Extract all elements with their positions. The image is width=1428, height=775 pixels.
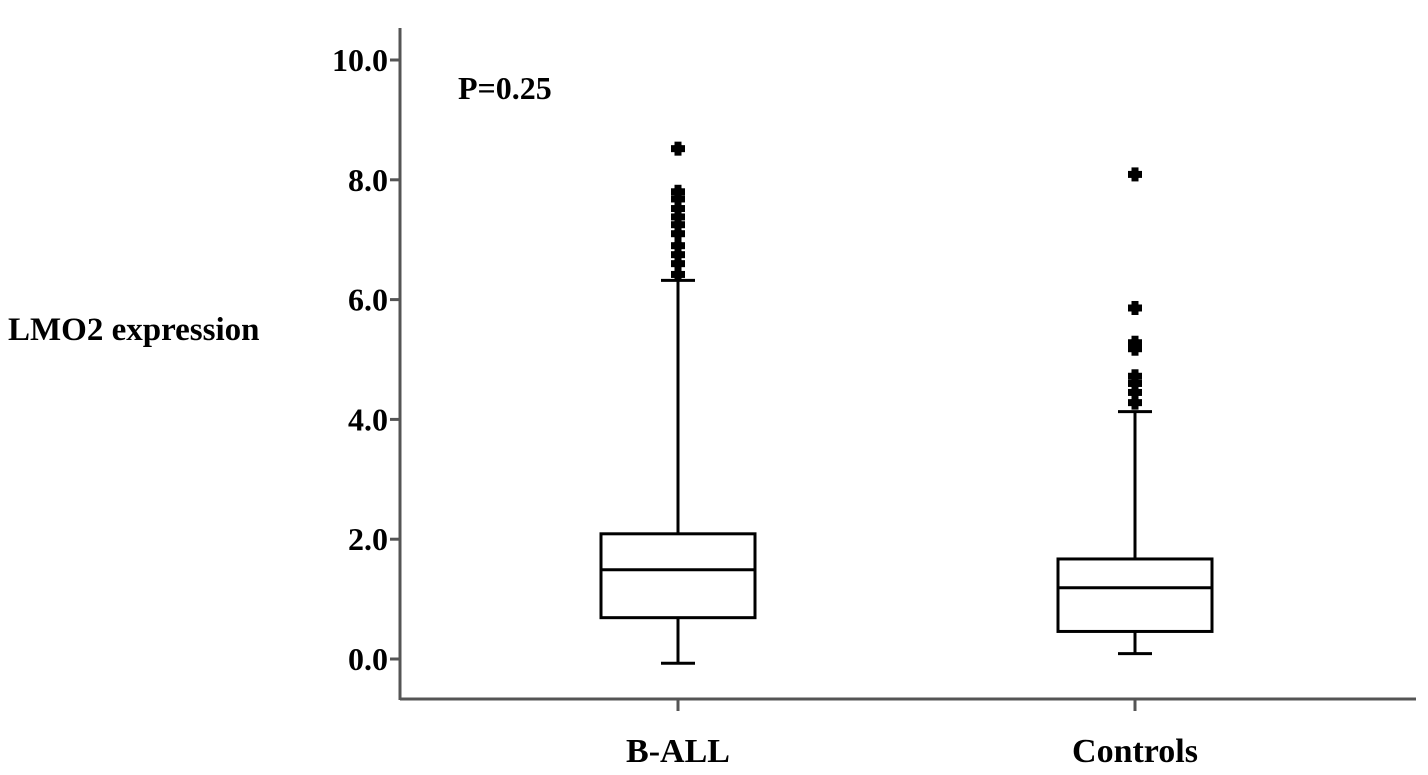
y-tick-label: 8.0: [348, 162, 388, 198]
outlier-core: [1130, 397, 1140, 408]
outlier-point: [1128, 369, 1142, 384]
outlier-core: [673, 269, 683, 280]
outlier-point: [671, 184, 685, 199]
y-tick-label: 6.0: [348, 282, 388, 318]
outlier-point: [671, 201, 685, 216]
outlier-point: [1128, 395, 1142, 410]
outlier-core: [1130, 371, 1140, 382]
x-axis-ticks: B-ALL Controls: [626, 699, 1198, 770]
y-tick-label: 2.0: [348, 521, 388, 557]
x-category-label: B-ALL: [626, 733, 730, 770]
x-category-label: Controls: [1072, 733, 1198, 770]
outlier-point: [671, 267, 685, 282]
box-plot-series: [599, 141, 1214, 665]
outlier-core: [1130, 302, 1140, 313]
outlier-point: [671, 238, 685, 253]
y-tick-label: 0.0: [348, 641, 388, 677]
outlier-core: [1130, 169, 1140, 180]
box-controls: [1056, 167, 1214, 656]
outlier-core: [673, 186, 683, 197]
outlier-point: [1128, 167, 1142, 182]
outlier-core: [673, 240, 683, 251]
iqr-box: [599, 532, 757, 620]
outlier-point: [1128, 300, 1142, 315]
outlier-point: [671, 141, 685, 156]
outlier-core: [673, 143, 683, 154]
outlier-point: [1128, 335, 1142, 350]
y-tick-label: 4.0: [348, 401, 388, 437]
y-axis-ticks: 0.0 2.0 4.0 6.0 8.0 10.0: [332, 42, 400, 677]
iqr-box: [1056, 557, 1214, 633]
y-axis-label: LMO2 expression: [8, 312, 259, 348]
box-b-all: [599, 141, 757, 665]
outlier-core: [673, 203, 683, 214]
outlier-core: [1130, 337, 1140, 348]
p-value-annotation: P=0.25: [458, 70, 552, 106]
y-tick-label: 10.0: [332, 42, 388, 78]
